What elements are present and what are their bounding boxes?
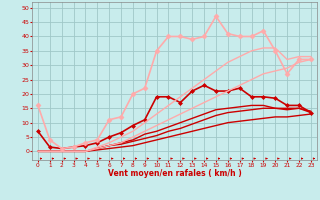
- X-axis label: Vent moyen/en rafales ( km/h ): Vent moyen/en rafales ( km/h ): [108, 169, 241, 178]
